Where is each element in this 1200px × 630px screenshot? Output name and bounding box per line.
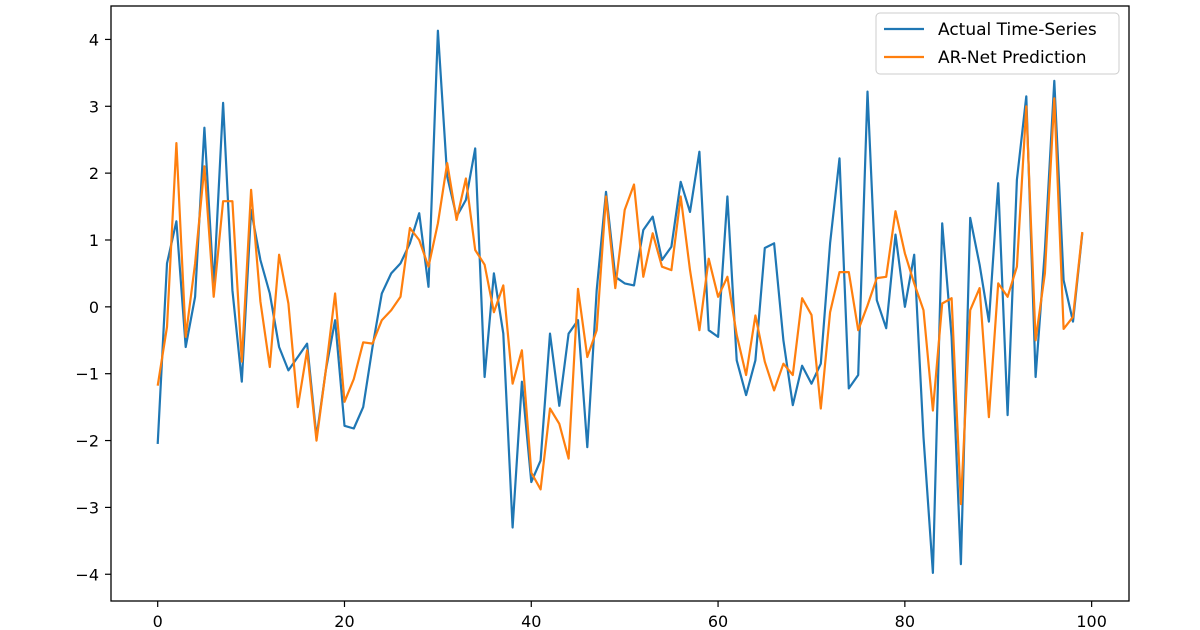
legend-label-actual: Actual Time-Series bbox=[938, 20, 1097, 40]
x-tick-label: 40 bbox=[521, 612, 541, 630]
x-tick-label: 20 bbox=[334, 612, 354, 630]
legend-box bbox=[875, 12, 1120, 75]
legend: Actual Time-Series AR-Net Prediction bbox=[875, 12, 1120, 75]
x-tick-label: 80 bbox=[895, 612, 915, 630]
y-tick-label: −4 bbox=[75, 565, 99, 584]
y-tick-label: −2 bbox=[75, 432, 99, 451]
legend-label-prediction: AR-Net Prediction bbox=[938, 48, 1087, 68]
y-tick-label: −3 bbox=[75, 498, 99, 517]
series-line-prediction bbox=[156, 97, 1084, 506]
x-tick-label: 0 bbox=[153, 612, 163, 630]
y-tick-label: 3 bbox=[89, 97, 99, 116]
series-layer bbox=[156, 29, 1084, 575]
x-tick-label: 100 bbox=[1076, 612, 1107, 630]
plot-frame bbox=[110, 5, 1130, 602]
y-tick-label: 1 bbox=[89, 231, 99, 250]
y-tick-label: −1 bbox=[75, 365, 99, 384]
x-tick-label: 60 bbox=[708, 612, 728, 630]
y-tick-label: 4 bbox=[89, 30, 99, 49]
y-tick-label: 2 bbox=[89, 164, 99, 183]
y-tick-label: 0 bbox=[89, 298, 99, 317]
tick-layer: 0 20 40 60 80 100 −4 −3 −2 −1 0 1 2 3 4 bbox=[75, 30, 1107, 630]
